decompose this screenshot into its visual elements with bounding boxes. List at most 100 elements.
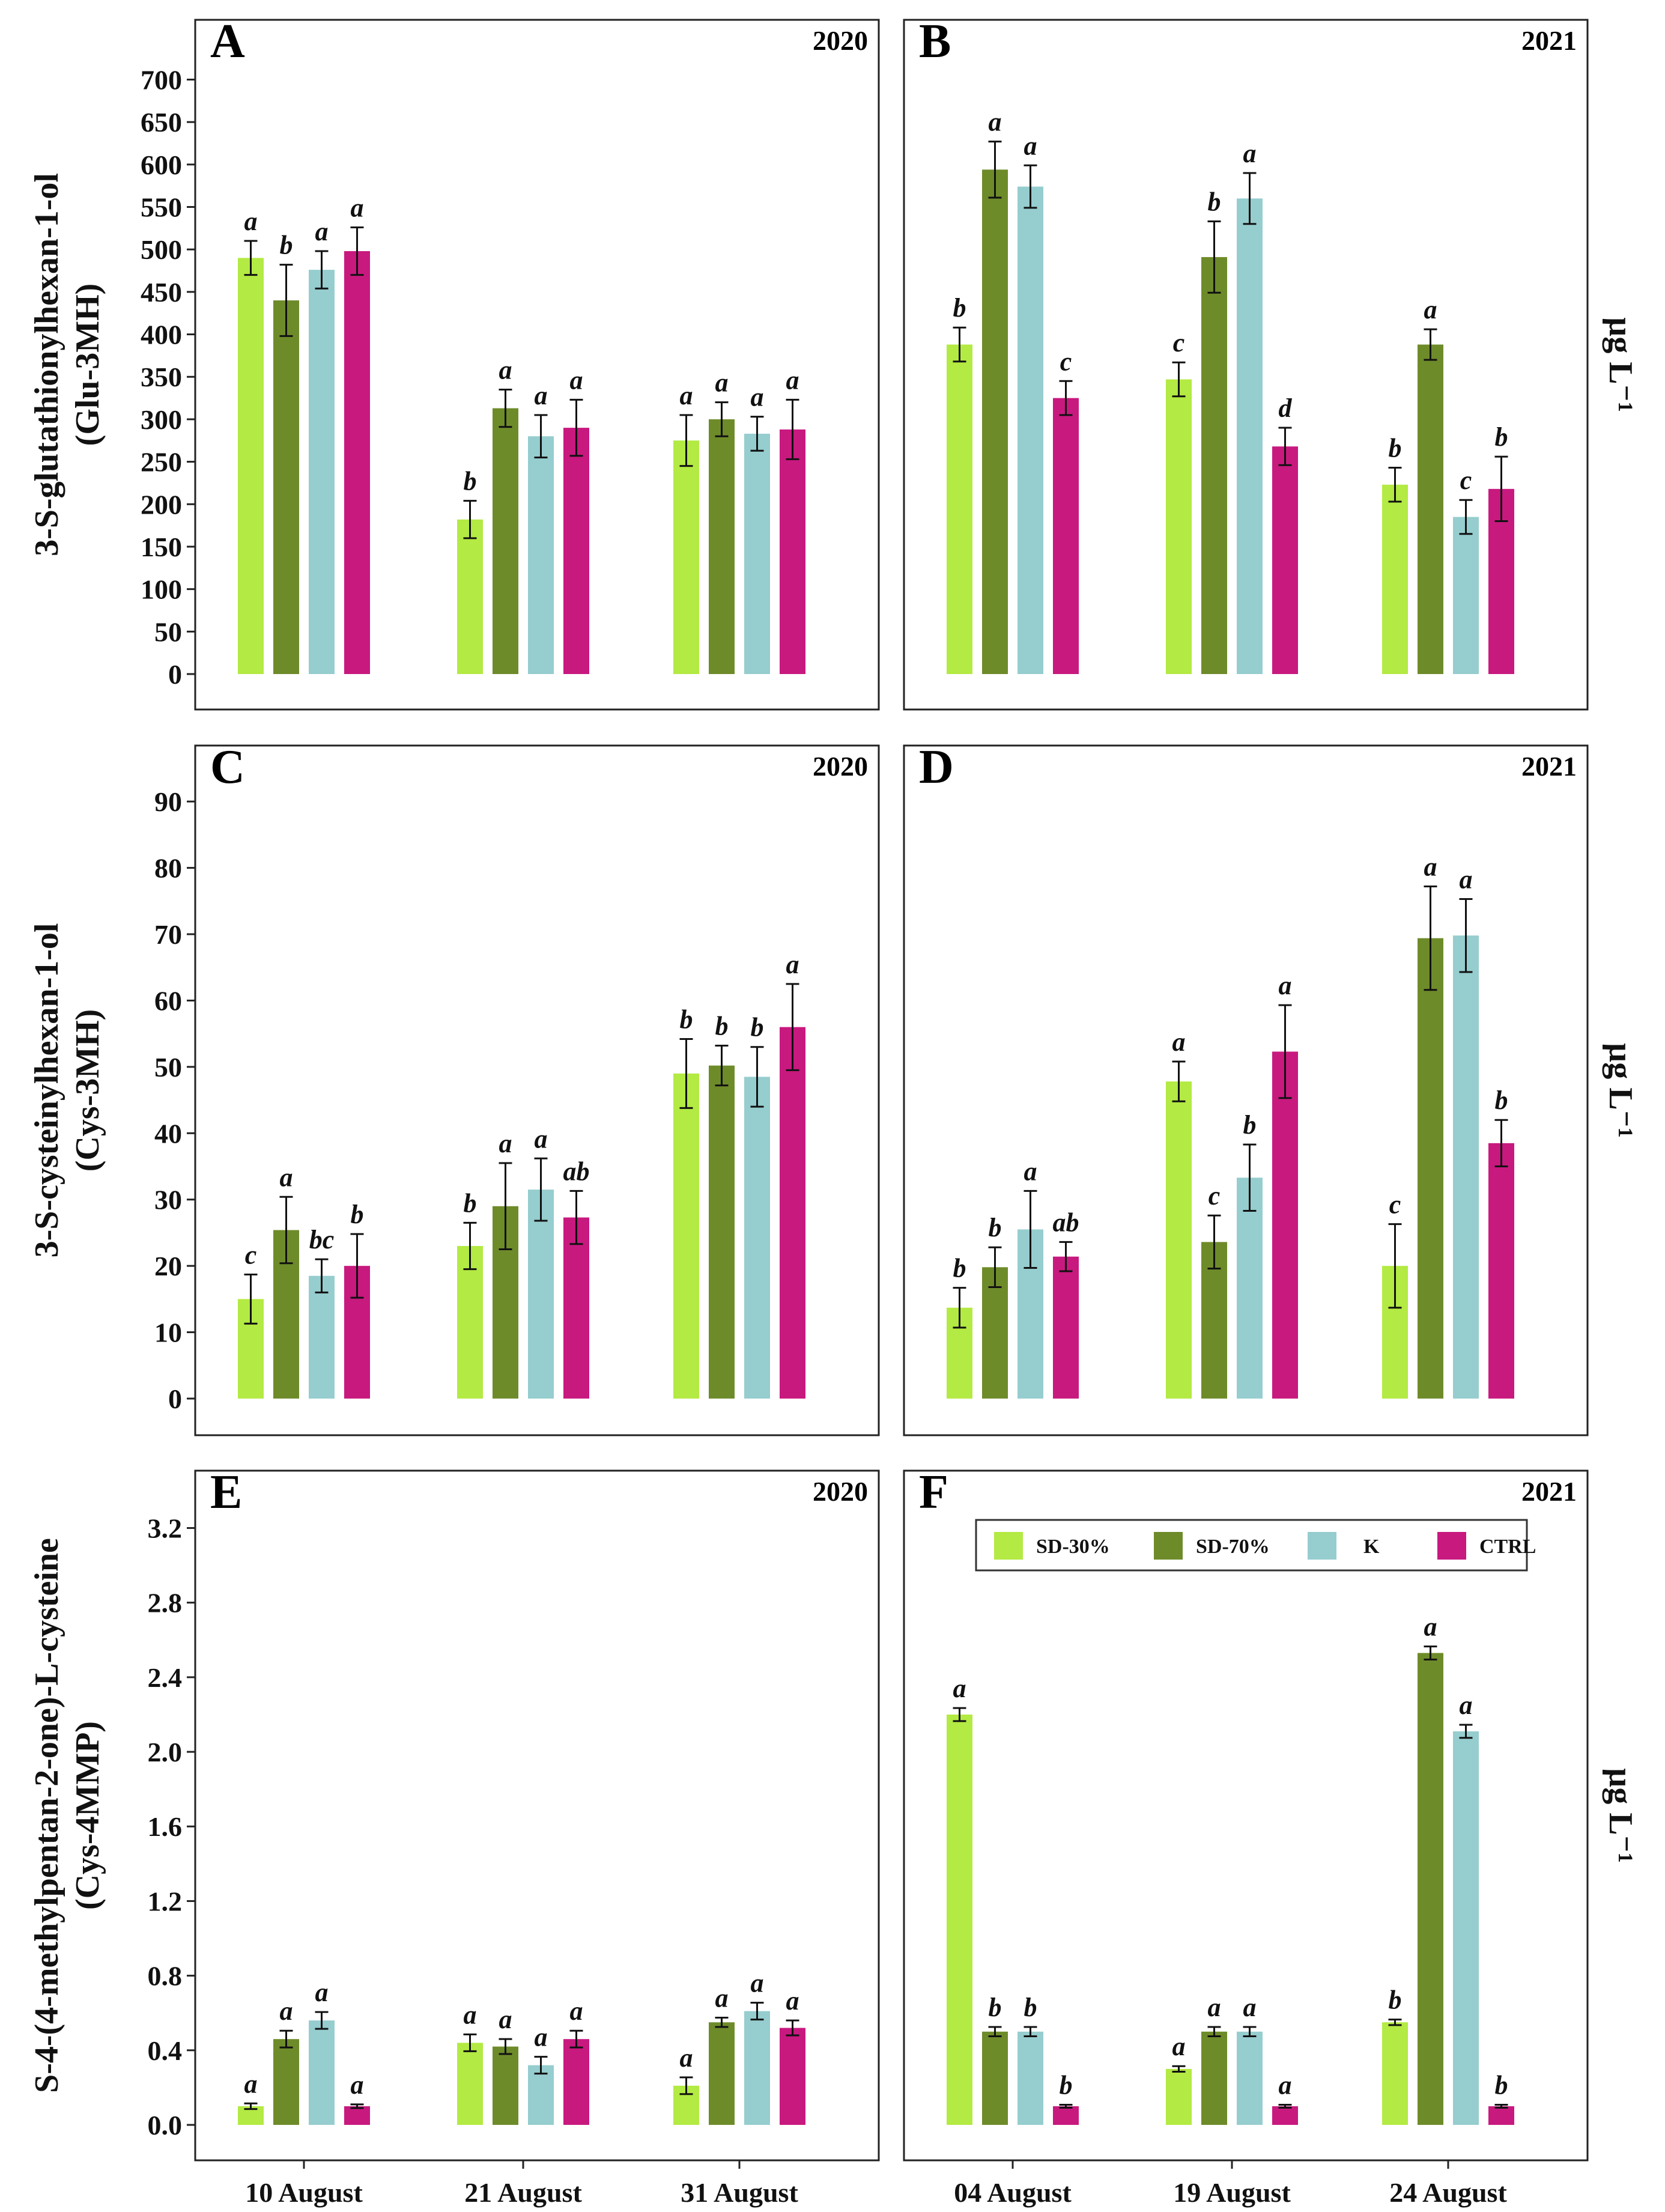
significance-letter: a [464,2000,477,2029]
bar [1018,186,1043,675]
significance-letter: b [464,467,477,496]
bar [1018,2031,1043,2125]
bar [673,440,699,674]
bar [1272,1051,1298,1399]
significance-letter: c [1209,1181,1221,1211]
significance-letter: b [1208,187,1221,217]
significance-letter: bc [309,1225,335,1254]
y-axis-label: 3-S-cysteinylhexan-1-ol (Cys-3MH) [28,923,106,1258]
significance-letter: b [680,1004,693,1034]
x-tick-label: 31 August [681,2177,798,2208]
bar [1237,1177,1263,1399]
significance-letter: b [953,1254,966,1283]
significance-letter: a [570,365,583,395]
y-tick-label: 90 [154,786,182,817]
bar [344,2106,370,2125]
panel-letter: C [210,741,245,794]
panel-letter: B [919,15,951,68]
bar [493,408,518,674]
panel-frame [194,1469,880,2162]
panel-year: 2021 [1521,25,1577,56]
significance-letter: a [786,950,799,979]
bar [982,2031,1008,2125]
significance-letter: a [1172,2032,1186,2061]
bar [273,300,299,674]
x-tick-label: 24 August [1389,2177,1507,2208]
bar [309,270,335,675]
significance-letter: b [953,293,966,323]
y-axis-label-line: (Cys-3MH) [69,1009,106,1172]
bar [1382,484,1408,674]
bar [1053,1256,1079,1399]
significance-letter: b [715,1012,729,1041]
panel-letter: F [919,1466,948,1519]
significance-letter: b [464,1188,477,1218]
bar [563,428,589,674]
significance-letter: a [1460,1691,1473,1720]
panel-frame [903,744,1589,1436]
y-axis-label: 3-S-glutathionylhexan-1-ol (Glu-3MH) [28,173,106,556]
panel-letter: A [210,15,245,68]
significance-letter: b [1389,1986,1402,2015]
y-tick-label: 250 [141,447,182,478]
bar [1053,398,1079,674]
legend-swatch [994,1532,1023,1560]
bar [947,344,972,674]
significance-letter: a [499,1129,512,1158]
significance-letter: a [244,2069,258,2098]
y-tick-label: 10 [154,1317,182,1348]
y-tick-label: 0.8 [148,1961,183,1992]
y-tick-label: 20 [154,1251,182,1281]
panel-year: 2020 [813,25,868,56]
y-tick-label: 3.2 [148,1513,183,1543]
panel-frame [903,19,1589,711]
bar [309,2020,335,2125]
legend-label: CTRL [1479,1536,1536,1558]
legend-swatch [1308,1532,1336,1560]
significance-letter: c [1173,328,1185,357]
panel-frame [903,1469,1589,2162]
y-tick-label: 70 [154,919,182,950]
y-tick-label: 700 [141,64,182,95]
y-tick-label: 1.2 [148,1886,183,1916]
panel-A: A 2020 0 50 100 150 200 250 300 350 400 450 500 550 60… [28,15,880,711]
significance-letter: a [315,1978,329,2007]
significance-letter: a [715,1983,729,2013]
significance-letter: a [1208,1993,1221,2022]
significance-letter: a [989,108,1002,137]
significance-letter: c [245,1241,257,1270]
significance-letter: b [1024,1993,1037,2022]
y-tick-label: 0 [168,659,182,690]
bar [947,1714,972,2125]
y-axis-label-line: 3-S-glutathionylhexan-1-ol [28,173,65,556]
bar [457,1246,483,1399]
bar [1166,2068,1192,2125]
legend-label: SD-70% [1196,1536,1270,1558]
panel-letter: E [210,1466,242,1519]
significance-letter: a [315,217,329,246]
bar [1488,2106,1514,2125]
bar [1418,344,1443,674]
significance-letter: a [1243,139,1257,168]
panel-E: E 2020 0.0 0.4 0.8 1.2 1.6 2.0 2.4 2.8 3.2 S-4-(4-m… [28,1466,880,2208]
significance-letter: d [1279,393,1293,423]
significance-letter: c [1389,1190,1401,1220]
bar [1418,1653,1443,2125]
y-tick-label: 100 [141,574,182,605]
significance-letter: a [1172,1027,1186,1057]
bar [1053,2106,1079,2125]
significance-letter: a [535,1124,548,1153]
panel-letter: D [919,741,954,794]
y-tick-label: 550 [141,192,182,223]
significance-letter: a [680,381,693,410]
y-tick-label: 350 [141,362,182,392]
significance-letter: a [1279,2070,1292,2100]
significance-letter: a [499,355,512,384]
significance-letter: a [1024,131,1037,160]
bar [1453,517,1479,674]
y-tick-label: 600 [141,150,182,180]
panel-year: 2021 [1521,751,1577,782]
bar [1237,198,1263,674]
y-tick-label: 200 [141,489,182,520]
